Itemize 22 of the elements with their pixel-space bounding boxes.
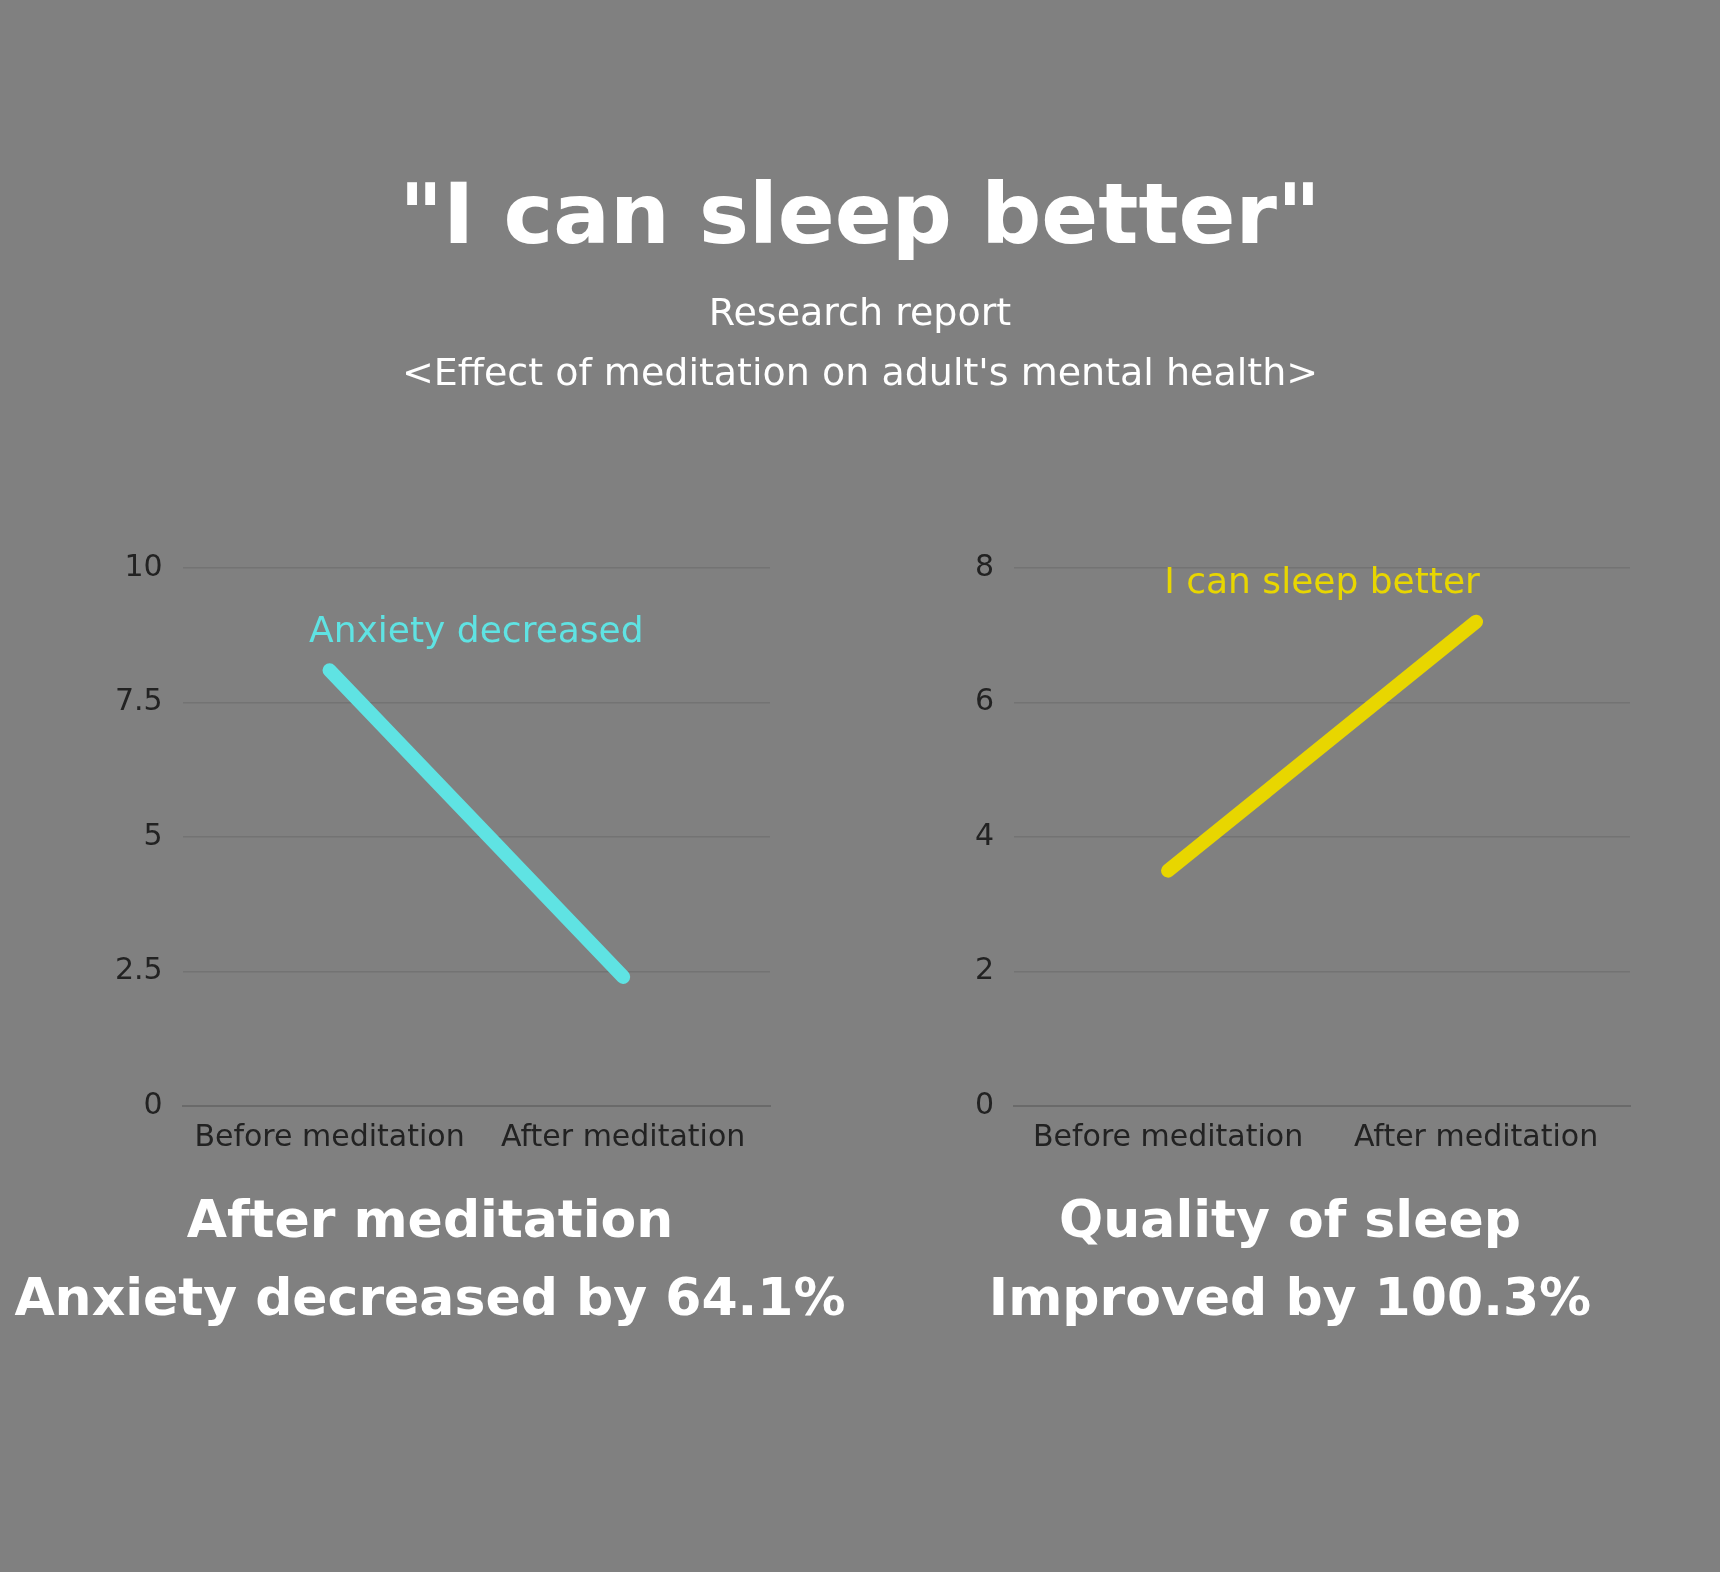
- x-tick-label: After meditation: [1353, 1117, 1599, 1153]
- y-tick-label: 10: [124, 547, 163, 583]
- y-tick-label: 8: [974, 547, 995, 583]
- y-tick-label: 0: [974, 1085, 995, 1121]
- text: Anxiety decreased by 64.1%: [13, 1266, 847, 1329]
- text: Improved by 100.3%: [987, 1266, 1593, 1329]
- chart-title: "I can sleep better": [398, 165, 1322, 263]
- x-tick-label: Before meditation: [1032, 1117, 1304, 1153]
- y-tick-label: 7.5: [114, 682, 163, 718]
- y-tick-label: 0: [143, 1085, 163, 1121]
- series-label: I can sleep better: [1164, 560, 1481, 602]
- y-tick-label: 6: [974, 682, 995, 718]
- text: Research report <Effect of meditation on adult's mental health>: [400, 289, 1320, 396]
- text: After meditation: [185, 1188, 675, 1251]
- text: Quality of sleep: [1058, 1188, 1522, 1251]
- y-tick-label: 4: [974, 816, 995, 852]
- x-tick-label: Before meditation: [194, 1117, 465, 1153]
- y-tick-label: 5: [143, 816, 163, 852]
- series-label: Anxiety decreased: [309, 608, 644, 650]
- y-tick-label: 2.5: [114, 951, 163, 987]
- x-tick-label: After meditation: [501, 1117, 746, 1153]
- y-tick-label: 2: [974, 951, 995, 987]
